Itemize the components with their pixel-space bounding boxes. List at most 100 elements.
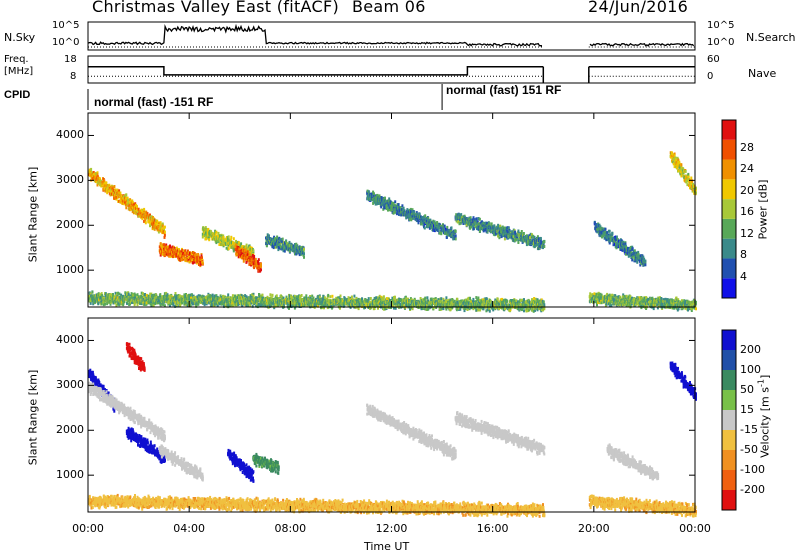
heatmap-cell (172, 255, 174, 259)
heatmap-cell (278, 242, 281, 246)
heatmap-cell (631, 247, 634, 251)
heatmap-cell (179, 258, 182, 262)
heatmap-cell (673, 152, 676, 156)
heatmap-cell (378, 195, 381, 199)
heatmap-cell (235, 253, 238, 257)
heatmap-cell (627, 247, 630, 251)
heatmap-cell (92, 294, 95, 298)
heatmap-cell (110, 190, 113, 194)
heatmap-cell (246, 250, 249, 254)
heatmap-cell (507, 226, 510, 230)
heatmap-cell (214, 233, 217, 237)
heatmap-cell (394, 200, 397, 204)
heatmap-cell (608, 241, 611, 245)
heatmap-cell (171, 247, 174, 251)
heatmap-cell (92, 171, 95, 174)
heatmap-cell (133, 299, 136, 303)
heatmap-cell (598, 223, 601, 227)
heatmap-cell (435, 227, 438, 231)
heatmap-cell (490, 222, 493, 226)
heatmap-cell (93, 298, 96, 302)
heatmap-cell (118, 199, 121, 203)
heatmap-cell (227, 237, 230, 241)
heatmap-cell (95, 172, 98, 176)
heatmap-cell (621, 248, 624, 252)
heatmap-cell (177, 253, 180, 257)
heatmap-cell (235, 239, 237, 243)
heatmap-cell (454, 237, 457, 241)
heatmap-cell (233, 247, 236, 251)
heatmap-cell (256, 264, 259, 268)
heatmap-cell (116, 188, 119, 192)
heatmap-cell (156, 221, 159, 225)
heatmap-cell (695, 186, 697, 190)
heatmap-cell (412, 215, 414, 219)
heatmap-cell (528, 234, 531, 238)
heatmap-cell (244, 248, 247, 252)
heatmap-cell (124, 200, 126, 204)
heatmap-cell (487, 228, 490, 232)
heatmap-cell (230, 243, 233, 247)
heatmap-cell (284, 242, 287, 245)
heatmap-cell (205, 237, 208, 241)
heatmap-cell (137, 214, 140, 218)
heatmap-cell (676, 164, 679, 168)
heatmap-cell (464, 221, 467, 225)
heatmap-cell (107, 189, 110, 192)
heatmap-cell (260, 262, 262, 266)
heatmap-cell (387, 202, 390, 206)
heatmap-cell (682, 167, 685, 171)
heatmap-cell (445, 235, 448, 239)
heatmap-cell (108, 183, 111, 187)
heatmap-cell (536, 235, 539, 239)
heatmap-cell (153, 218, 156, 222)
heatmap-cell (296, 244, 299, 248)
heatmap-cell (639, 263, 642, 267)
heatmap-cell (163, 230, 166, 234)
heatmap-cell (462, 220, 465, 224)
heatmap-cell (227, 235, 230, 239)
heatmap-cell (478, 229, 481, 233)
heatmap-cell (501, 225, 504, 229)
heatmap-cell (678, 161, 681, 165)
heatmap-cell (388, 197, 391, 201)
heatmap-cell (671, 155, 674, 158)
heatmap-cell (425, 217, 428, 221)
heatmap-cell (423, 226, 426, 230)
heatmap-cell (134, 208, 137, 212)
heatmap-cell (130, 292, 133, 296)
heatmap-cell (180, 252, 183, 256)
heatmap-cell (671, 160, 674, 164)
heatmap-cell (125, 198, 128, 202)
heatmap-cell (192, 261, 194, 265)
heatmap-cell (111, 297, 114, 300)
heatmap-cell (218, 243, 221, 246)
heatmap-cell (192, 251, 195, 254)
heatmap-cell (143, 219, 146, 223)
heatmap-cell (399, 206, 402, 210)
heatmap-cell (643, 257, 646, 261)
heatmap-cell (678, 166, 681, 170)
heatmap-cell (293, 247, 296, 251)
heatmap-cell (133, 303, 136, 307)
heatmap-cell (422, 217, 425, 221)
heatmap-cell (390, 208, 393, 211)
heatmap-cell (679, 172, 682, 176)
heatmap-cell (168, 254, 171, 258)
heatmap-cell (201, 232, 204, 236)
heatmap-cell (181, 258, 183, 262)
heatmap-cell (522, 233, 525, 237)
heatmap-cell (616, 238, 619, 242)
heatmap-cell (117, 291, 120, 295)
heatmap-cell (214, 229, 217, 233)
heatmap-cell (503, 237, 506, 241)
heatmap-cell (152, 221, 155, 225)
heatmap-cell (276, 235, 279, 239)
heatmap-cell (221, 243, 224, 247)
heatmap-cell (436, 222, 439, 226)
heatmap-cell (294, 243, 296, 246)
heatmap-cell (277, 248, 280, 252)
heatmap-cell (633, 249, 636, 253)
heatmap-cell (496, 226, 499, 230)
